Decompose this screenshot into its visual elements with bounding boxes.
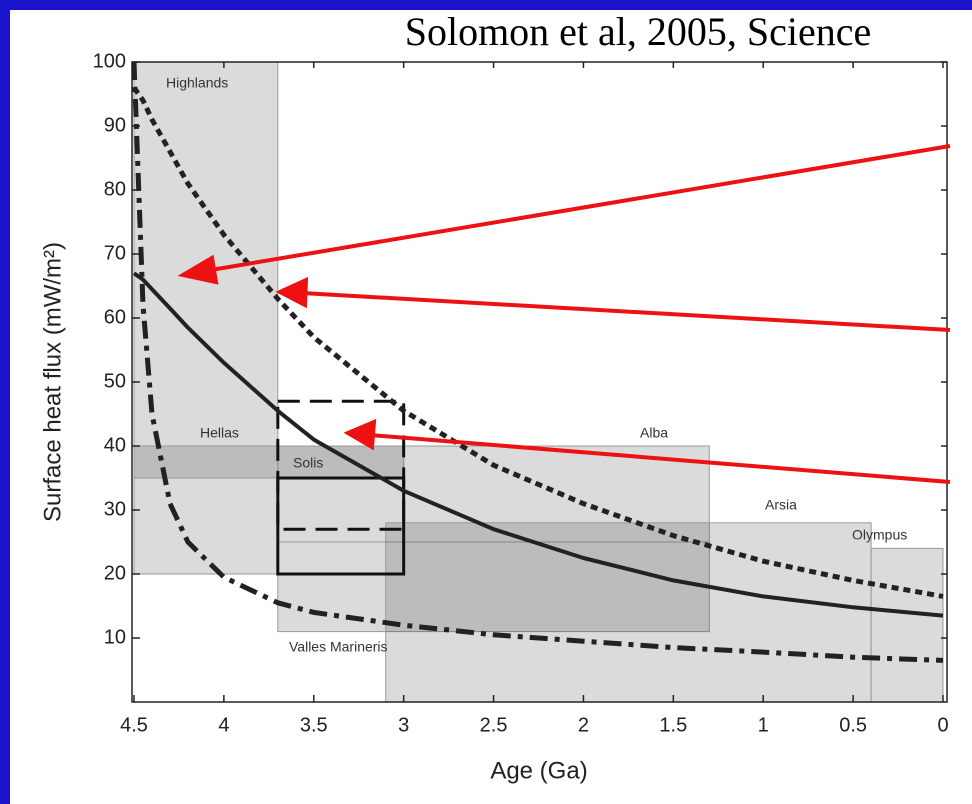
arrow — [204, 144, 951, 273]
region-label: Olympus — [852, 527, 907, 543]
arrows — [177, 144, 951, 484]
y-tick-label: 10 — [104, 626, 126, 648]
y-tick-label: 90 — [104, 114, 126, 136]
y-tick-label: 80 — [104, 178, 126, 200]
region-label: Alba — [640, 425, 668, 441]
region-label: Solis — [293, 455, 323, 471]
region-label: Hellas — [200, 425, 239, 441]
region-label: Valles Marineris — [289, 639, 388, 655]
regions — [133, 61, 944, 703]
series-line — [131, 61, 944, 663]
y-tick-label: 30 — [104, 498, 126, 520]
x-tick-label: 3.5 — [300, 714, 328, 736]
plot: 10 20 30 40 50 60 70 80 90 100 4.5 4 3.5 3 2.5 2 1.5 1 0.5… — [93, 50, 949, 736]
series-line — [131, 86, 944, 599]
arrow — [301, 291, 951, 332]
x-tick-label: 3 — [398, 714, 409, 736]
x-axis-label: Age (Ga) — [490, 757, 587, 784]
x-tick-label: 2 — [578, 714, 589, 736]
y-tick-label: 70 — [104, 242, 126, 264]
region — [133, 61, 279, 575]
chart-title: Solomon et al, 2005, Science — [405, 9, 872, 54]
box — [276, 476, 406, 576]
x-tick-label: 4.5 — [120, 714, 148, 736]
x-tick-label: 1.5 — [659, 714, 687, 736]
y-tick-label: 100 — [93, 50, 126, 72]
region-label: Arsia — [765, 497, 797, 513]
x-tick-label: 0 — [937, 714, 948, 736]
series-line — [132, 271, 944, 618]
x-tick-label: 0.5 — [839, 714, 867, 736]
arrowhead — [343, 418, 377, 451]
x-tick-label: 1 — [758, 714, 769, 736]
x-tick-label: 4 — [218, 714, 229, 736]
y-tick-label: 40 — [104, 434, 126, 456]
x-tick-label: 2.5 — [480, 714, 508, 736]
region-label: Highlands — [166, 75, 228, 91]
region — [403, 445, 710, 543]
y-tick-label: 20 — [104, 562, 126, 584]
y-tick-label: 60 — [104, 306, 126, 328]
arrowhead — [177, 254, 219, 285]
region — [870, 547, 944, 703]
arrow — [369, 433, 951, 484]
y-axis-label: Surface heat flux (mW/m²) — [39, 242, 66, 522]
arrowhead — [275, 276, 309, 309]
region — [277, 445, 405, 543]
region — [385, 522, 872, 703]
slide-panel — [10, 10, 972, 804]
y-tick-label: 50 — [104, 370, 126, 392]
